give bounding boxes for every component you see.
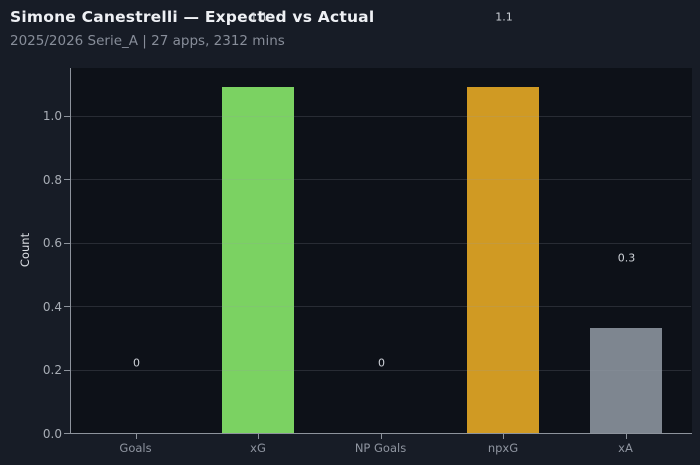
y-tick-label: 0.8 [42, 172, 62, 187]
x-tick-label: npxG [487, 441, 519, 455]
plot-area [70, 68, 692, 434]
y-tick-label: 0.0 [42, 426, 62, 441]
y-tick-label: 1.0 [42, 109, 62, 124]
chart-subtitle: 2025/2026 Serie_A | 27 apps, 2312 mins [10, 33, 285, 49]
y-tick-label: 0.2 [42, 363, 62, 378]
x-tick-mark [380, 434, 382, 439]
x-tick-label: NP Goals [354, 441, 407, 455]
x-tick-label: Goals [119, 441, 152, 455]
x-tick-mark [503, 434, 504, 439]
y-tick-label: 0.4 [42, 299, 62, 314]
x-tick-label: xG [250, 441, 266, 455]
x-tick-mark [625, 434, 627, 439]
x-tick-mark [135, 434, 137, 439]
x-tick-label: xA [618, 441, 633, 455]
chart-title: Simone Canestrelli — Expected vs Actual [10, 8, 375, 26]
y-axis-title: Count [18, 232, 32, 268]
x-tick-mark [258, 434, 259, 439]
chart-header: Simone Canestrelli — Expected vs Actual … [10, 8, 374, 49]
bar-value-label: 1.1 [495, 10, 513, 24]
